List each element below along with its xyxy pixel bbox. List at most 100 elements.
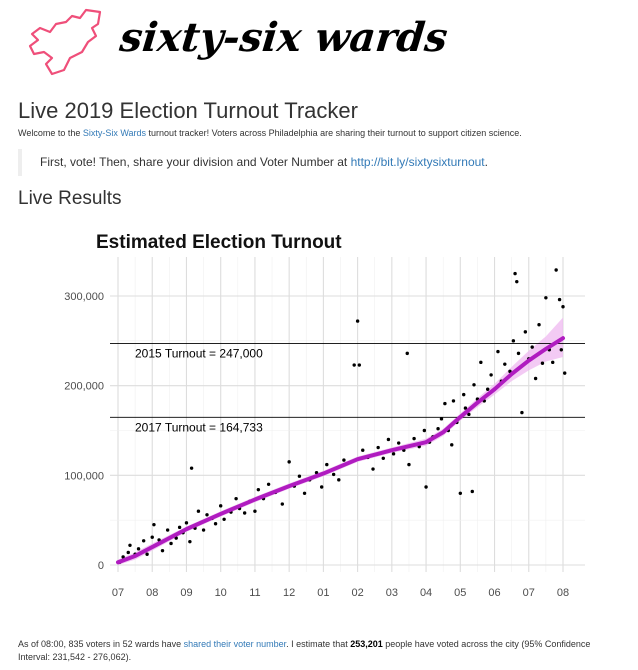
data-point <box>121 555 125 559</box>
data-point <box>174 536 178 540</box>
data-point <box>412 436 416 441</box>
data-point <box>540 361 545 365</box>
chart-title: Estimated Election Turnout <box>96 232 342 253</box>
data-point <box>443 401 447 406</box>
data-point <box>150 535 154 539</box>
data-point <box>436 427 440 431</box>
data-point <box>396 441 401 445</box>
chart-grid <box>110 257 585 572</box>
shared-voter-number-link[interactable]: shared their voter number <box>183 639 287 649</box>
x-tick-label: 04 <box>420 587 432 599</box>
survey-link[interactable]: http://bit.ly/sixtysixturnout <box>350 155 485 169</box>
data-point <box>470 489 474 494</box>
data-point <box>218 504 223 508</box>
data-point <box>188 539 192 544</box>
data-point <box>485 387 490 391</box>
data-point <box>160 548 165 553</box>
data-point <box>234 496 238 501</box>
y-tick-label: 100,000 <box>64 470 104 482</box>
data-point <box>280 502 285 506</box>
data-point <box>357 363 362 367</box>
data-point <box>489 373 493 377</box>
data-point <box>381 456 385 460</box>
data-point <box>561 305 565 309</box>
reference-line-label: 2017 Turnout = 164,733 <box>135 420 263 434</box>
data-point <box>177 525 182 530</box>
data-point <box>503 362 507 366</box>
data-point <box>516 351 521 356</box>
x-tick-label: 01 <box>317 587 329 599</box>
data-point <box>189 466 194 470</box>
data-point <box>361 448 365 452</box>
x-tick-label: 05 <box>454 587 466 599</box>
data-point <box>266 482 271 486</box>
data-point <box>405 351 409 356</box>
x-tick-label: 08 <box>146 587 158 599</box>
data-point <box>302 491 307 495</box>
y-axis: 0 100,000 200,000 300,000 <box>64 291 104 572</box>
philadelphia-logo[interactable] <box>26 6 106 78</box>
data-point <box>201 528 206 532</box>
data-point <box>407 462 411 467</box>
data-point <box>523 330 528 334</box>
data-point <box>196 509 201 513</box>
data-point <box>472 383 476 387</box>
data-point <box>554 268 558 272</box>
y-tick-label: 300,000 <box>64 291 104 303</box>
x-tick-label: 07 <box>523 587 535 599</box>
data-point <box>314 470 319 475</box>
reference-line-label: 2015 Turnout = 247,000 <box>135 347 263 361</box>
page-title: Live 2019 Election Turnout Tracker <box>18 98 358 123</box>
data-point <box>551 360 555 365</box>
data-point <box>563 371 567 375</box>
x-tick-label: 07 <box>112 587 124 599</box>
data-point <box>463 406 468 410</box>
data-point <box>371 467 375 471</box>
turnout-estimate: 253,201 <box>350 639 383 649</box>
x-tick-label: 06 <box>488 587 500 599</box>
summary-part-3: people have voted across the city (95% C… <box>18 639 591 662</box>
data-point <box>544 296 548 300</box>
data-point <box>386 437 391 442</box>
data-point <box>355 319 360 323</box>
intro-prefix: Welcome to the <box>18 128 83 138</box>
intro-suffix: turnout tracker! Voters across Philadelp… <box>146 128 522 138</box>
data-point <box>450 443 454 447</box>
data-point <box>205 513 209 517</box>
data-point <box>458 491 463 495</box>
data-point <box>141 539 146 543</box>
philadelphia-map-icon <box>28 8 102 76</box>
sixty-six-wards-link[interactable]: Sixty-Six Wards <box>82 128 147 138</box>
data-point <box>169 541 173 546</box>
data-point <box>467 412 471 417</box>
section-title-live-results: Live Results <box>18 188 122 209</box>
data-point <box>424 485 428 489</box>
data-point <box>513 271 517 276</box>
data-point <box>287 460 291 464</box>
data-point <box>462 392 466 397</box>
trend-line <box>116 336 565 565</box>
reference-lines: 2015 Turnout = 247,000 2017 Turnout = 164… <box>110 343 585 434</box>
data-point <box>520 410 524 415</box>
data-point <box>439 417 444 421</box>
data-point <box>157 538 161 542</box>
data-point <box>559 348 563 352</box>
data-point <box>496 349 500 354</box>
x-tick-label: 10 <box>215 587 227 599</box>
summary-text: As of 08:00, 835 voters in 52 wards have… <box>18 638 620 664</box>
data-point <box>319 485 324 489</box>
data-point <box>242 511 247 515</box>
callout-suffix: . <box>484 155 488 169</box>
data-point <box>213 522 218 526</box>
data-point <box>152 522 156 527</box>
x-tick-label: 03 <box>386 587 398 599</box>
x-tick-label: 11 <box>249 587 260 599</box>
data-point <box>128 543 132 547</box>
summary-part-1: As of 08:00, 835 voters in 52 wards have <box>18 639 184 649</box>
data-point <box>222 517 226 521</box>
data-point <box>145 552 149 556</box>
brand-wordmark[interactable]: sixty-six wards <box>117 14 450 61</box>
data-point <box>256 487 261 492</box>
data-point <box>530 345 534 349</box>
data-points <box>118 268 567 565</box>
